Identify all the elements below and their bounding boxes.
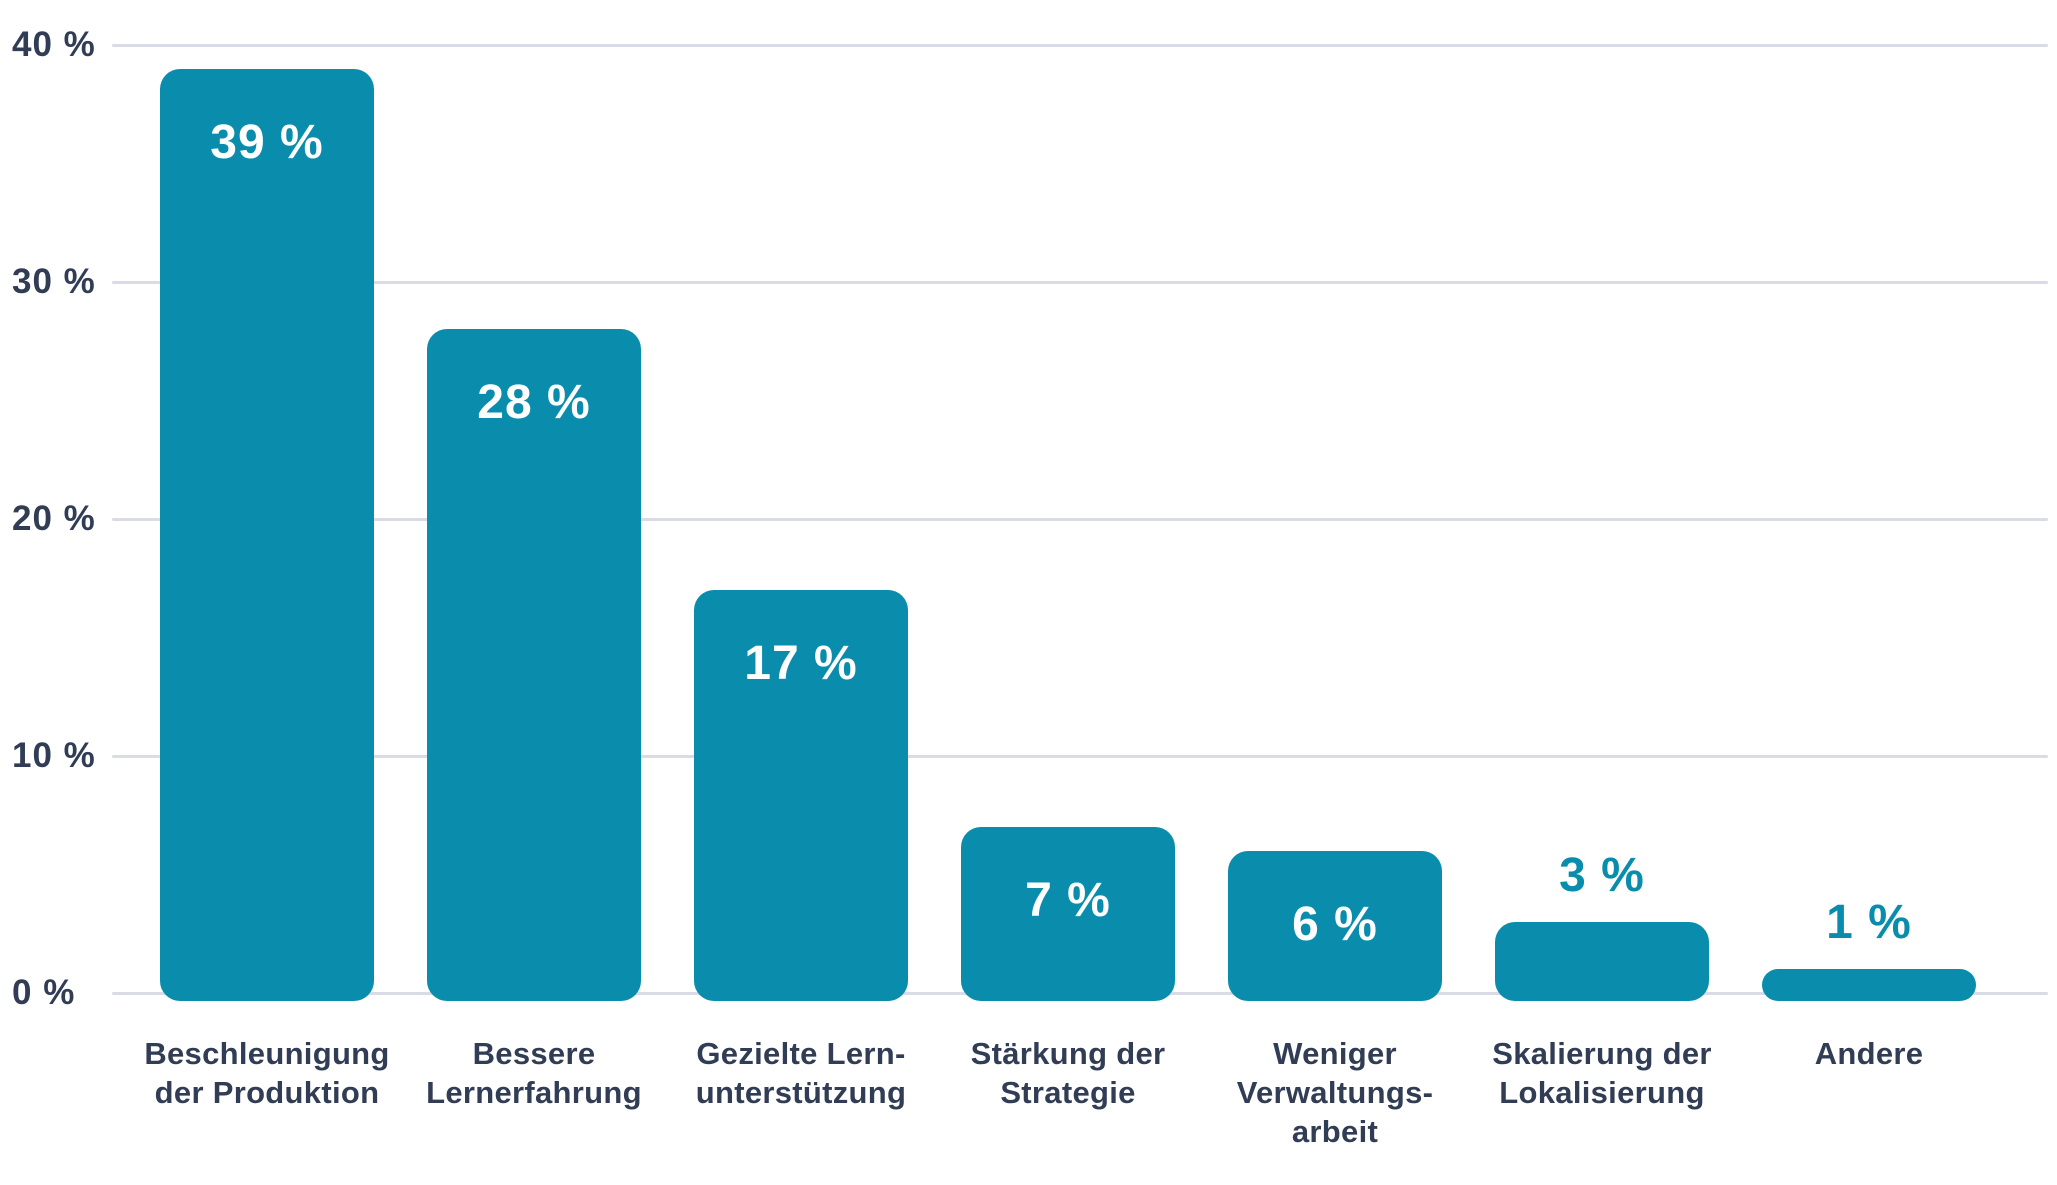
category-label: Stärkung der Strategie <box>888 1034 1248 1112</box>
bar-value-label: 28 % <box>477 376 591 430</box>
bar-value-label: 7 % <box>1025 874 1111 928</box>
bar <box>1495 921 1709 1001</box>
bar-value-label: 1 % <box>1826 896 1912 950</box>
y-axis-tick-label: 40 % <box>12 25 96 64</box>
category-label: Skalierung der Lokalisierung <box>1422 1034 1782 1112</box>
y-axis-tick-label: 10 % <box>12 736 96 775</box>
bar-value-label: 3 % <box>1559 848 1645 902</box>
bar <box>694 590 908 1001</box>
bar-value-label: 17 % <box>744 637 858 691</box>
category-label-line: Weniger <box>1273 1036 1397 1071</box>
gridline <box>112 518 2048 521</box>
category-label-line: Skalierung der <box>1492 1036 1712 1071</box>
category-label-line: arbeit <box>1291 1114 1379 1149</box>
category-label: Andere <box>1689 1034 2049 1073</box>
category-label-line: Andere <box>1814 1036 1924 1071</box>
bar <box>427 329 641 1001</box>
bar-value-label: 6 % <box>1292 897 1378 951</box>
category-label-line: Beschleunigung <box>144 1036 390 1071</box>
gridline <box>112 755 2048 758</box>
category-label: Beschleunigung der Produktion <box>87 1034 447 1112</box>
category-label-line: Lernerfahrung <box>426 1075 642 1110</box>
category-label-line: Lokalisierung <box>1499 1075 1705 1110</box>
category-label-line: Stärkung der <box>970 1036 1166 1071</box>
category-label-line: Gezielte Lern- <box>696 1036 906 1071</box>
category-label: Gezielte Lern-unterstützung <box>621 1034 981 1112</box>
bar <box>1228 850 1442 1001</box>
category-label-line: unterstützung <box>695 1075 907 1110</box>
category-label-line: der Produktion <box>154 1075 380 1110</box>
y-axis-tick-label: 20 % <box>12 499 96 538</box>
category-label-line: Bessere <box>472 1036 596 1071</box>
y-axis-tick-label: 0 % <box>12 973 76 1012</box>
category-label-line: Verwaltungs- <box>1236 1075 1434 1110</box>
gridline <box>112 44 2048 47</box>
category-label: Bessere Lernerfahrung <box>354 1034 714 1112</box>
category-label-line: Strategie <box>1000 1075 1136 1110</box>
bar <box>1762 969 1976 1001</box>
gridline <box>112 281 2048 284</box>
bar-value-label: 39 % <box>210 115 324 169</box>
bar <box>160 68 374 1001</box>
category-label: Weniger Verwaltungs-arbeit <box>1155 1034 1515 1151</box>
y-axis-tick-label: 30 % <box>12 262 96 301</box>
bar <box>961 827 1175 1001</box>
